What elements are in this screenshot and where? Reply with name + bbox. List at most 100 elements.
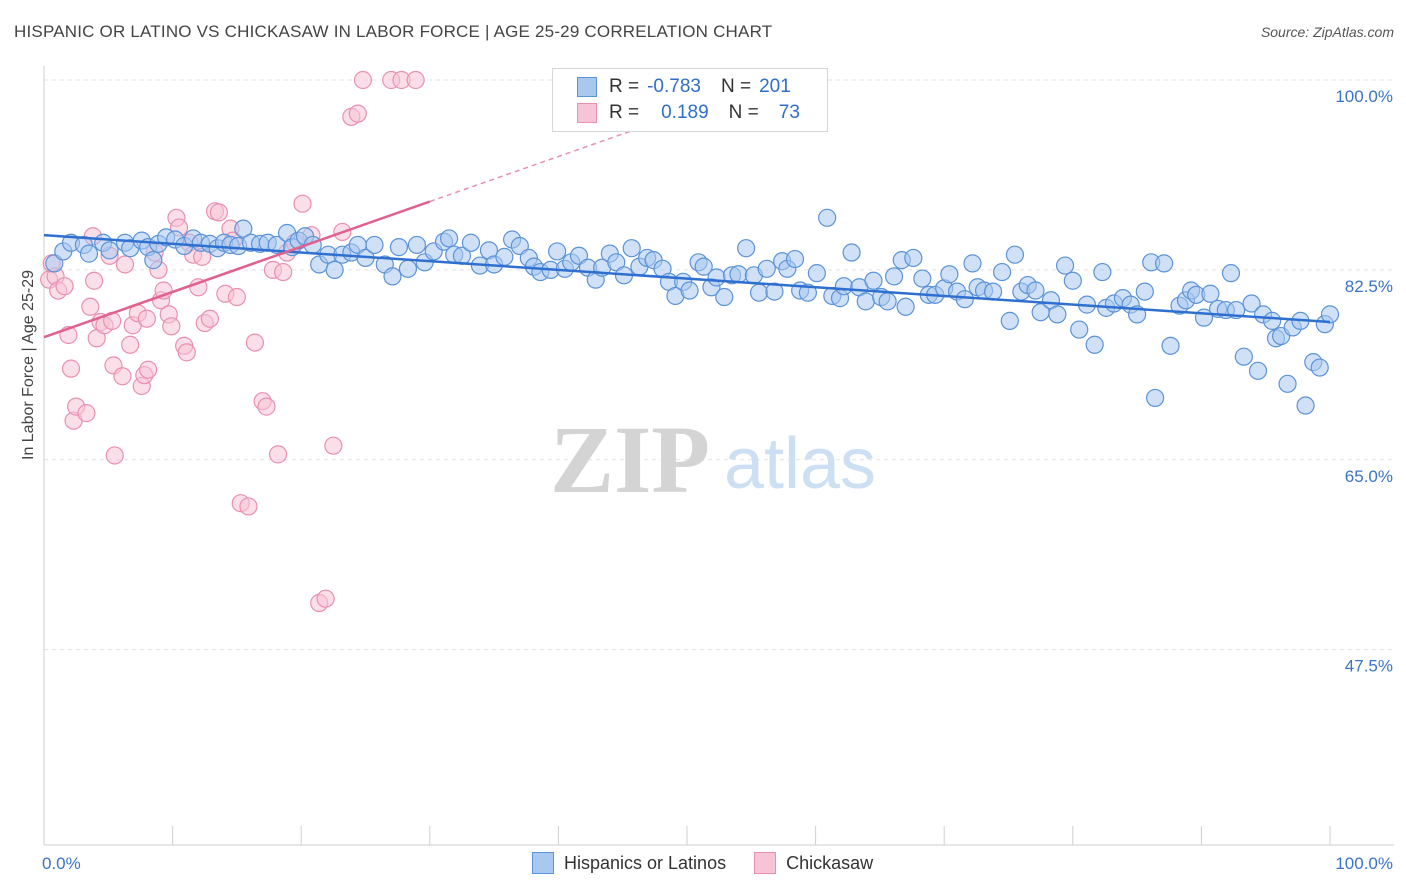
hispanic-point-126 [1000, 311, 1019, 330]
hispanic-point-6 [100, 241, 119, 260]
hispanic-point-148 [1155, 254, 1174, 273]
chickasaw-point-21 [115, 255, 135, 274]
chickasaw-point-64 [316, 589, 335, 608]
hispanic-point-88 [729, 265, 748, 284]
y-tick-label-1: 65.0% [1345, 467, 1393, 486]
hispanic-point-162 [1248, 361, 1268, 380]
hispanic-point-147 [1146, 388, 1165, 408]
hispanic-point-107 [864, 271, 883, 290]
hispanic-point-164 [1263, 311, 1282, 330]
chickasaw-point-53 [245, 333, 265, 352]
chickasaw-point-4 [55, 277, 74, 296]
hispanic-point-11 [144, 251, 163, 270]
hispanic-point-49 [439, 229, 459, 248]
hispanic-point-133 [1048, 305, 1067, 324]
chickasaw-point-27 [137, 309, 156, 328]
tick-labels: 47.5% 65.0% 82.5% 100.0% 0.0% 100.0% [42, 87, 1393, 873]
x-tick-label-1: 100.0% [1335, 854, 1393, 873]
chickasaw-point-10 [81, 297, 100, 316]
chickasaw-point-50 [227, 287, 246, 307]
hispanic-point-96 [785, 249, 805, 269]
hispanic-point-104 [842, 243, 861, 262]
hispanic-point-103 [834, 277, 853, 296]
hispanic-point-125 [992, 262, 1012, 282]
watermark: ZIP atlas [550, 406, 876, 513]
hispanic-point-44 [398, 259, 418, 278]
legend-n-label: N = [728, 102, 759, 123]
legend-row-hispanic: R = -0.783 N = 201 [577, 75, 791, 99]
hispanic-point-92 [757, 259, 776, 278]
chart-title: HISPANIC OR LATINO VS CHICKASAW IN LABOR… [14, 22, 773, 41]
hispanic-point-93 [765, 282, 784, 301]
hispanic-point-136 [1070, 320, 1089, 339]
chickasaw-point-44 [200, 309, 219, 328]
legend-row-chickasaw: R = 0.189 N = 73 [577, 101, 800, 125]
series-legend: Hispanics or Latinos Chickasaw [532, 852, 901, 874]
hispanic-point-139 [1093, 262, 1112, 282]
legend-swatch-pink [577, 103, 597, 123]
hispanic-point-99 [807, 264, 826, 283]
hispanic-point-167 [1278, 374, 1297, 393]
grid-lines [44, 79, 1394, 651]
hispanic-point-63 [548, 242, 567, 261]
hispanic-point-149 [1161, 336, 1180, 355]
hispanic-point-43 [389, 238, 409, 257]
watermark-atlas: atlas [724, 424, 876, 504]
series-label-chickasaw: Chickasaw [786, 852, 874, 873]
hispanic-point-40 [365, 235, 384, 255]
legend-n-label: N = [720, 76, 752, 97]
hispanic-point-158 [1221, 264, 1241, 283]
hispanic-point-86 [715, 287, 734, 307]
source-label: Source: ZipAtlas.com [1260, 24, 1394, 40]
watermark-zip: ZIP [550, 406, 710, 513]
chickasaw-point-68 [348, 104, 367, 123]
chickasaw-point-28 [139, 360, 158, 379]
hispanic-point-100 [818, 208, 837, 227]
legend-r-value: -0.783 [647, 76, 701, 97]
chickasaw-point-20 [113, 367, 132, 386]
hispanic-point-134 [1055, 256, 1075, 275]
hispanic-point-155 [1201, 284, 1220, 303]
chickasaw-point-22 [121, 335, 140, 354]
hispanic-point-73 [622, 239, 641, 258]
chickasaw-point-65 [324, 436, 343, 455]
hispanic-point-85 [707, 268, 726, 287]
hispanic-point-4 [79, 244, 99, 263]
hispanic-point-52 [461, 233, 481, 252]
hispanic-point-98 [798, 283, 817, 302]
series-legend-chickasaw[interactable]: Chickasaw [754, 852, 873, 874]
legend-swatch-blue [577, 77, 597, 97]
hispanic-point-113 [904, 248, 923, 268]
series-legend-hispanic[interactable]: Hispanics or Latinos [532, 852, 726, 874]
hispanic-point-112 [896, 297, 915, 316]
hispanic-point-172 [1310, 358, 1329, 377]
hispanic-point-114 [913, 269, 932, 288]
x-tick-label-0: 0.0% [42, 854, 81, 873]
hispanic-point-45 [407, 235, 427, 255]
hispanic-point-89 [737, 239, 756, 258]
hispanic-point-130 [1026, 281, 1045, 300]
hispanic-point-127 [1005, 245, 1025, 264]
chickasaw-point-69 [353, 70, 373, 90]
hispanic-point-56 [495, 247, 514, 266]
hispanic-point-170 [1296, 396, 1315, 415]
chickasaw-point-61 [293, 194, 312, 213]
legend-n-value: 201 [759, 76, 791, 97]
chickasaw-point-46 [209, 203, 228, 222]
chickasaw-point-6 [61, 359, 81, 378]
hispanic-point-118 [940, 265, 959, 284]
hispanic-points [45, 208, 1340, 415]
correlation-legend: R = -0.783 N = 201 R = 0.189 N = 73 [552, 68, 828, 132]
hispanic-point-106 [856, 292, 875, 311]
chickasaw-point-34 [162, 317, 181, 336]
legend-r-value: 0.189 [661, 102, 709, 123]
chickasaw-point-52 [239, 497, 258, 516]
hispanic-point-161 [1242, 294, 1261, 313]
chickasaw-point-55 [257, 397, 276, 416]
hispanic-point-35 [325, 260, 344, 279]
chickasaw-trend-line [43, 200, 431, 339]
legend-n-value: 73 [778, 102, 800, 123]
y-tick-label-3: 100.0% [1335, 87, 1393, 106]
hispanic-point-120 [955, 290, 974, 309]
chickasaw-point-58 [274, 262, 293, 282]
